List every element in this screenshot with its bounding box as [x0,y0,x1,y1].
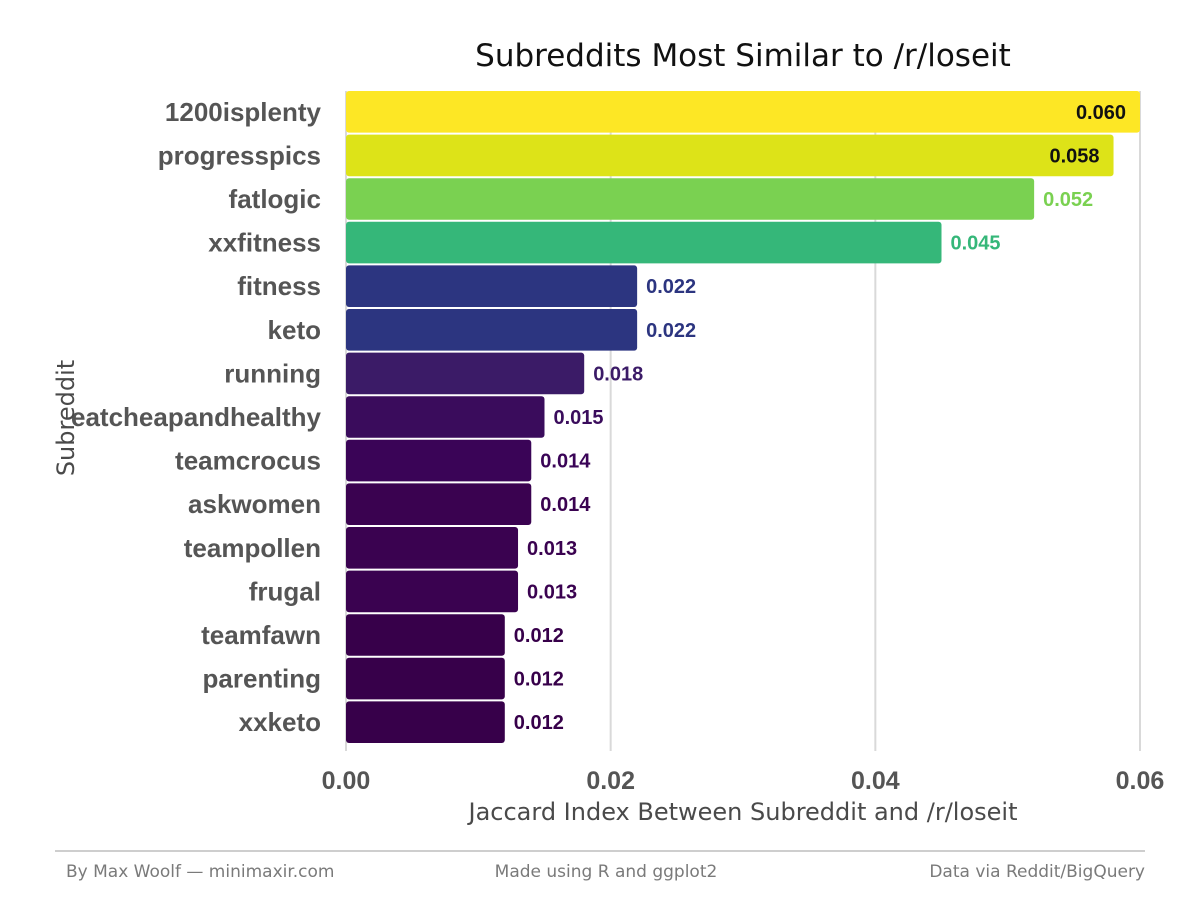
category-label: eatcheapandhealthy [71,402,322,432]
footer-tool: Made using R and ggplot2 [495,862,718,882]
data-label: 0.015 [554,407,604,429]
category-labels: 1200isplenty progresspics fatlogic xxfitnes… [71,97,322,737]
bar [346,221,942,264]
bar [346,657,505,700]
footer-source: Data via Reddit/BigQuery [929,862,1145,882]
category-label: xxketo [239,707,321,737]
x-tick-label: 0.06 [1116,767,1165,795]
x-tick-labels: 0.00 0.02 0.04 0.06 [322,767,1165,795]
data-label: 0.013 [527,538,577,560]
category-label: running [224,358,321,388]
chart-title: Subreddits Most Similar to /r/loseit [475,38,1011,74]
data-label: 0.045 [951,233,1001,255]
value-labels: 0.0600.0580.0520.0450.0220.0220.0180.015… [514,102,1126,734]
footer-credit: By Max Woolf — minimaxir.com [66,862,335,882]
bar [346,439,532,482]
data-label: 0.018 [593,363,643,385]
bar [346,614,505,656]
category-label: 1200isplenty [165,97,322,127]
data-label: 0.013 [527,581,577,603]
data-label: 0.022 [646,320,696,342]
data-label: 0.012 [514,625,564,647]
bar [346,309,638,351]
data-label: 0.014 [540,451,591,473]
bar [346,265,638,307]
data-label: 0.012 [514,712,564,734]
category-label: progresspics [158,140,321,170]
category-label: xxfitness [208,228,321,258]
category-label: fitness [237,271,321,301]
data-label: 0.060 [1076,102,1126,124]
y-axis-title: Subreddit [52,360,80,476]
bar [346,91,1140,133]
bar [346,352,585,395]
bar [346,178,1035,220]
bars [346,91,1140,743]
bar [346,134,1114,177]
data-label: 0.052 [1043,189,1093,211]
x-axis-title: Jaccard Index Between Subreddit and /r/l… [466,798,1017,826]
bar [346,527,519,569]
category-label: keto [268,315,321,345]
bar [346,701,505,743]
category-label: askwomen [188,489,321,519]
category-label: teamcrocus [175,446,321,476]
category-label: teampollen [184,533,321,563]
data-label: 0.058 [1049,145,1099,167]
x-tick-label: 0.02 [586,767,635,795]
data-label: 0.014 [540,494,591,516]
category-label: frugal [249,576,321,606]
bar [346,483,532,525]
bar [346,396,545,438]
category-label: parenting [203,664,321,694]
x-tick-label: 0.00 [322,767,371,795]
category-label: fatlogic [229,184,321,214]
x-tick-label: 0.04 [851,767,900,795]
bar [346,570,519,613]
category-label: teamfawn [201,620,321,650]
data-label: 0.012 [514,669,564,691]
data-label: 0.022 [646,276,696,298]
